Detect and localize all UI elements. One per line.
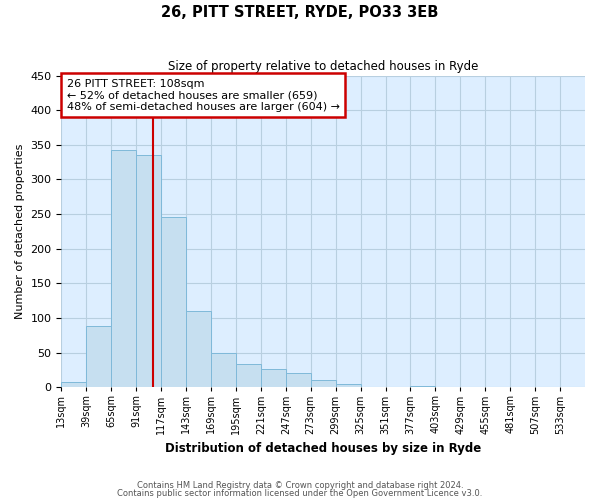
Text: Contains HM Land Registry data © Crown copyright and database right 2024.: Contains HM Land Registry data © Crown c… (137, 480, 463, 490)
Bar (211, 354, 236, 388)
Bar (111, 150, 136, 388)
Bar (186, 311, 211, 388)
Bar (86, 326, 111, 388)
Bar (136, 155, 161, 388)
Bar (61, 382, 86, 388)
Bar (261, 370, 286, 388)
Bar (311, 380, 335, 388)
Bar (236, 364, 261, 388)
Bar (161, 217, 186, 388)
Bar (560, 386, 585, 388)
Text: 26, PITT STREET, RYDE, PO33 3EB: 26, PITT STREET, RYDE, PO33 3EB (161, 5, 439, 20)
Bar (335, 384, 361, 388)
Y-axis label: Number of detached properties: Number of detached properties (15, 144, 25, 319)
Text: 26 PITT STREET: 108sqm
← 52% of detached houses are smaller (659)
48% of semi-de: 26 PITT STREET: 108sqm ← 52% of detached… (67, 78, 340, 112)
Text: Contains public sector information licensed under the Open Government Licence v3: Contains public sector information licen… (118, 489, 482, 498)
X-axis label: Distribution of detached houses by size in Ryde: Distribution of detached houses by size … (165, 442, 481, 455)
Bar (410, 386, 436, 388)
Bar (286, 373, 311, 388)
Title: Size of property relative to detached houses in Ryde: Size of property relative to detached ho… (168, 60, 478, 73)
